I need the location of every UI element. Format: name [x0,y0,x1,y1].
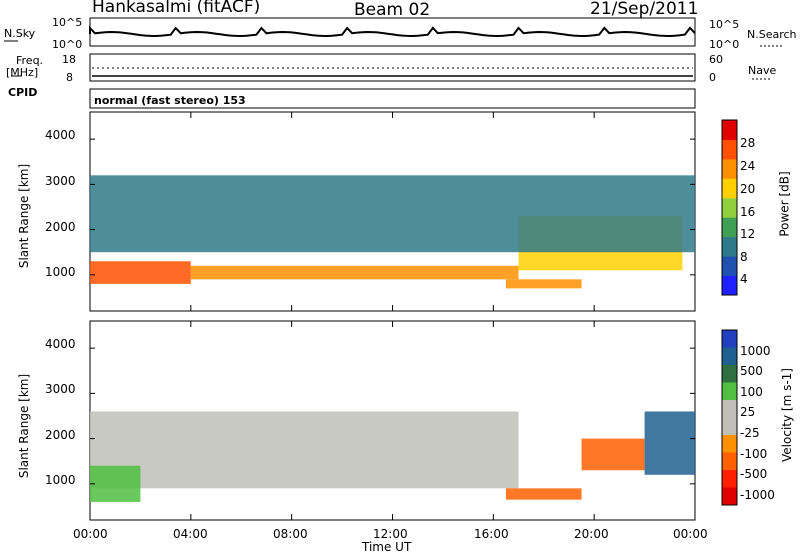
nave-label: Nave [748,64,777,77]
power-ytick-2000: 2000 [45,220,76,234]
power-cbar-tick-16: 16 [740,205,756,219]
xtick-0000: 00:00 [73,527,108,541]
nsky-tick-top: 10^5 [52,16,83,29]
heatmap-region [90,465,141,502]
beam-title: Beam 02 [354,0,431,20]
power-colorbar-segment [722,236,737,257]
vel-cbar-tick-500: 500 [740,364,763,378]
heatmap-region [190,265,519,280]
heatmap-region [505,488,582,500]
xtick-0800: 08:00 [273,527,308,541]
vel-cbar-tick-100: 100 [740,385,763,399]
vel-cbar-tick-minus25: -25 [740,426,760,440]
power-ytick-4000: 4000 [45,128,76,142]
power-colorbar-segment [722,197,737,218]
velocity-colorbar-segment [722,365,737,383]
nsky-trace [89,25,696,38]
heatmap-region [90,411,519,489]
power-colorbar-segment [722,139,737,160]
freq-tick-top: 18 [62,53,76,66]
velocity-colorbar-segment [722,452,737,471]
velocity-colorbar-frame [721,329,738,506]
power-colorbar-segment [722,217,737,238]
vel-cbar-tick-1000: 1000 [740,344,771,358]
heatmap-region [90,175,695,253]
power-cbar-tick-20: 20 [740,182,756,196]
nsearch-tick-top: 10^5 [709,18,740,31]
nsearch-label: N.Search [747,28,797,41]
xtick-0400: 04:00 [173,527,208,541]
xtick-1200: 12:00 [373,527,408,541]
power-colorbar-segment [722,275,737,296]
power-cbar-tick-8: 8 [740,250,748,264]
power-colorbar-segment [722,178,737,199]
velocity-colorbar-segment [722,417,737,436]
vel-ytick-1000: 1000 [45,473,76,487]
station-title: Hankasalmi (fitACF) [92,0,261,17]
heatmap-region [644,411,695,475]
vel-ytick-3000: 3000 [45,382,76,396]
power-cbar-tick-28: 28 [740,136,756,150]
xtick-2400: 00:00 [673,527,708,541]
cpid-panel-frame [89,88,696,109]
power-colorbar-frame [721,119,738,296]
power-ytick-1000: 1000 [45,265,76,279]
vel-cbar-tick-25: 25 [740,405,756,419]
power-cbar-tick-12: 12 [740,227,756,241]
freq-label: Freq. [16,54,44,67]
velocity-colorbar-segment [722,487,737,506]
velocity-colorbar-segment [722,435,737,453]
heatmap-region [581,438,645,471]
cpid-text: normal (fast stereo) 153 [94,94,246,107]
power-colorbar-segment [722,256,737,277]
heatmap-region [90,261,191,284]
freq-panel-frame [89,53,696,82]
power-colorbar-segment [722,120,737,140]
nsearch-tick-bottom: 10^0 [709,38,740,51]
power-ytick-3000: 3000 [45,174,76,188]
freq-tick-bottom: 8 [66,71,73,84]
velocity-colorbar-segment [722,330,737,348]
vel-cbar-tick-minus500: -500 [740,467,768,481]
power-colorbar-segment [722,158,737,179]
xtick-1600: 16:00 [474,527,509,541]
cpid-label: CPID [8,86,38,99]
nsky-label: N.Sky [4,27,36,40]
power-cbar-tick-24: 24 [740,159,756,173]
velocity-colorbar-segment [722,382,737,401]
power-cbar-tick-4: 4 [740,272,748,286]
nsky-tick-bottom: 10^0 [52,38,83,51]
x-axis-label: Time UT [362,540,412,554]
vel-cbar-tick-minus100: -100 [740,447,768,461]
nave-tick-bottom: 0 [709,71,716,84]
vel-ytick-4000: 4000 [45,337,76,351]
vel-ytick-2000: 2000 [45,428,76,442]
velocity-colorbar-segment [722,470,737,488]
velocity-colorbar-segment [722,347,737,366]
vel-cbar-tick-minus1000: -1000 [740,488,775,502]
xtick-2000: 20:00 [574,527,609,541]
date-title: 21/Sep/2011 [590,0,699,19]
velocity-colorbar-segment [722,400,737,418]
nave-tick-top: 60 [709,53,723,66]
heatmap-region [505,279,582,289]
